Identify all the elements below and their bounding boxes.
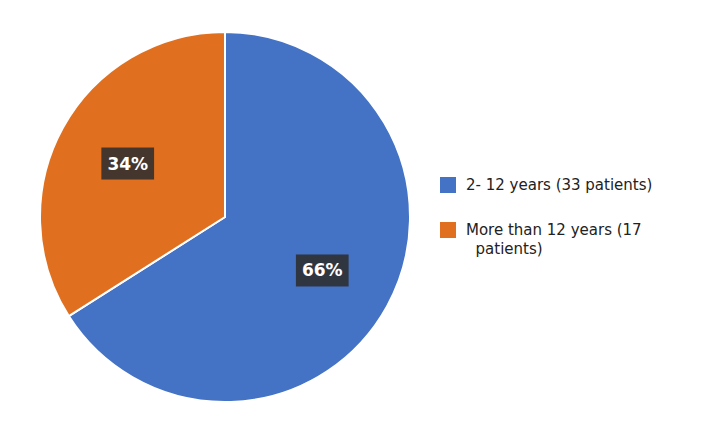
pie-slice — [40, 32, 225, 316]
data-label-box — [296, 254, 349, 286]
slices — [40, 32, 410, 402]
legend-swatch — [440, 222, 456, 238]
legend-label: More than 12 years (17 patients) — [466, 221, 642, 258]
data-label: 34% — [101, 148, 154, 180]
legend-item: More than 12 years (17 patients) — [440, 221, 642, 258]
data-label: 66% — [296, 254, 349, 286]
data-label-text: 34% — [107, 154, 148, 174]
data-label-text: 66% — [302, 260, 343, 280]
legend-label: 2- 12 years (33 patients) — [466, 176, 652, 194]
chart-svg: 66% 34% 2- 12 years (33 patients) More than… — [0, 0, 722, 434]
data-label-box — [101, 148, 154, 180]
chart-container: 66% 34% 2- 12 years (33 patients) More than… — [0, 0, 722, 434]
legend-swatch — [440, 177, 456, 193]
legend-item: 2- 12 years (33 patients) — [440, 176, 652, 194]
legend: 2- 12 years (33 patients) More than 12 ye… — [440, 176, 652, 258]
data-labels: 66% 34% — [101, 148, 348, 287]
